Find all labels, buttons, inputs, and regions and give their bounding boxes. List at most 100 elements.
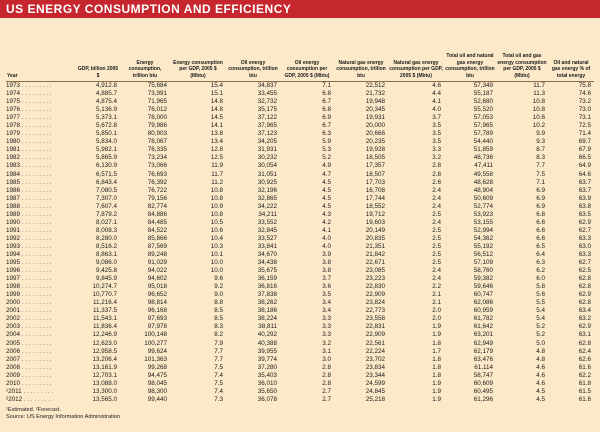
data-cell: 63,201 [473, 331, 493, 339]
data-cell: 62.7 [578, 226, 591, 234]
table-row: 1996 . . . . . . . . . 9,425.8 94,022 10.0 3… [6, 267, 594, 275]
dot-leader: . . . . . . . . . [21, 307, 52, 315]
table-row: 1991 . . . . . . . . . 8,008.3 84,522 10.6 3… [6, 227, 594, 235]
data-cell: 18,505 [365, 154, 385, 162]
data-cell: 9.0 [214, 291, 223, 299]
table-row: 2002 . . . . . . . . . 11,543.1 97,693 8.5 3… [6, 315, 594, 323]
data-cell: 80,903 [147, 130, 167, 138]
year-cell: 1998 . . . . . . . . . [6, 283, 52, 291]
data-cell: 3.4 [322, 299, 331, 307]
data-cell: 99,440 [147, 395, 167, 403]
table-row: 1981 . . . . . . . . . 5,982.1 76,335 12.8 3… [6, 146, 594, 154]
dot-leader: . . . . . . . . . [23, 395, 54, 403]
data-cell: 2.5 [432, 234, 441, 242]
data-cell: 33,527 [257, 234, 277, 242]
data-cell: 101,363 [144, 355, 167, 363]
data-cell: 49,558 [473, 170, 493, 178]
data-cell: 61.6 [578, 395, 591, 403]
year-cell: 1981 . . . . . . . . . [6, 146, 52, 154]
data-cell: 12,958.5 [92, 347, 117, 355]
col-header: Energy consumption, trillion btu [120, 18, 170, 82]
data-cell: 5.5 [536, 299, 545, 307]
dot-leader: . . . . . . . . . [21, 98, 52, 106]
data-cell: 38,186 [257, 307, 277, 315]
data-cell: 35,175 [257, 106, 277, 114]
table-row: 1998 . . . . . . . . . 10,274.7 95,018 9.2 3… [6, 283, 594, 291]
data-cell: 73.2 [578, 98, 591, 106]
data-cell: 61.5 [578, 387, 591, 395]
data-cell: 39,955 [257, 347, 277, 355]
data-cell: 13,088.0 [92, 379, 117, 387]
data-cell: 5.4 [536, 315, 545, 323]
data-cell: 57,789 [473, 130, 493, 138]
data-cell: 1.8 [432, 339, 441, 347]
data-cell: 76,392 [147, 178, 167, 186]
year-cell: 2003 . . . . . . . . . [6, 323, 52, 331]
table-row: 1980 . . . . . . . . . 5,834.0 78,067 13.4 3… [6, 138, 594, 146]
data-cell: 10.8 [210, 210, 223, 218]
data-cell: 7.1 [536, 178, 545, 186]
data-cell: 7.4 [214, 387, 223, 395]
data-cell: 63.3 [578, 250, 591, 258]
year-cell: 1997 . . . . . . . . . [6, 275, 52, 283]
dot-leader: . . . . . . . . . [21, 146, 52, 154]
data-cell: 56,512 [473, 250, 493, 258]
data-cell: 57,349 [473, 82, 493, 89]
data-cell: 62.8 [578, 339, 591, 347]
data-cell: 48,904 [473, 186, 493, 194]
data-cell: 73,066 [147, 162, 167, 170]
data-cell: 23,344 [365, 371, 385, 379]
data-cell: 4.6 [432, 82, 441, 89]
table-row: 1997 . . . . . . . . . 9,845.9 94,602 9.6 36… [6, 275, 594, 283]
data-cell: 5.3 [322, 146, 331, 154]
data-cell: 8.5 [214, 315, 223, 323]
data-cell: 3.5 [432, 122, 441, 130]
data-cell: 4.5 [322, 202, 331, 210]
data-cell: 8.8 [214, 299, 223, 307]
data-cell: 6.8 [322, 90, 331, 98]
data-cell: 64.9 [578, 162, 591, 170]
data-cell: 2.7 [322, 395, 331, 403]
year-cell: 1999 . . . . . . . . . [6, 291, 52, 299]
data-cell: 66.5 [578, 154, 591, 162]
data-cell: 62,086 [473, 299, 493, 307]
data-cell: 13,206.4 [92, 355, 117, 363]
data-cell: 62.9 [578, 218, 591, 226]
data-cell: 7,879.2 [95, 210, 117, 218]
table-row: 1983 . . . . . . . . . 6,130.9 73,066 11.9 3… [6, 162, 594, 170]
data-cell: 17,744 [365, 194, 385, 202]
data-cell: 63.9 [578, 194, 591, 202]
data-cell: 6.9 [536, 186, 545, 194]
data-cell: 63.1 [578, 331, 591, 339]
data-cell: 1.9 [432, 331, 441, 339]
data-cell: 3.1 [322, 347, 331, 355]
data-cell: 34,222 [257, 202, 277, 210]
data-cell: 10.9 [210, 202, 223, 210]
dot-leader: . . . . . . . . . [21, 259, 52, 267]
data-cell: 7.7 [536, 162, 545, 170]
source-note: Source: US Energy Information Administra… [6, 413, 121, 420]
data-cell: 54,440 [473, 138, 493, 146]
data-cell: 96,652 [147, 291, 167, 299]
year-cell: 2006 . . . . . . . . . [6, 347, 52, 355]
data-cell: 7.5 [536, 170, 545, 178]
dot-leader: . . . . . . . . . [21, 90, 52, 98]
data-cell: 11.7 [211, 170, 223, 178]
data-cell: 12,703.1 [92, 371, 117, 379]
data-cell: 3.8 [322, 267, 331, 275]
dot-leader: . . . . . . . . . [21, 355, 52, 363]
dot-leader: . . . . . . . . . [21, 130, 52, 138]
data-cell: 37,965 [257, 122, 277, 130]
data-cell: 4,912.8 [95, 82, 117, 89]
data-cell: 95,018 [147, 283, 167, 291]
data-cell: 2.8 [432, 170, 441, 178]
dot-leader: . . . . . . . . . [21, 379, 52, 387]
data-cell: 4,875.4 [95, 98, 117, 106]
data-cell: 18,507 [365, 170, 385, 178]
data-cell: 2.7 [322, 387, 331, 395]
data-cell: 37,838 [257, 291, 277, 299]
data-cell: 9.3 [536, 138, 545, 146]
data-cell: 30,925 [257, 178, 277, 186]
table-row: 1985 . . . . . . . . . 6,843.4 76,392 11.2 3… [6, 179, 594, 187]
data-cell: 10.0 [210, 259, 223, 267]
